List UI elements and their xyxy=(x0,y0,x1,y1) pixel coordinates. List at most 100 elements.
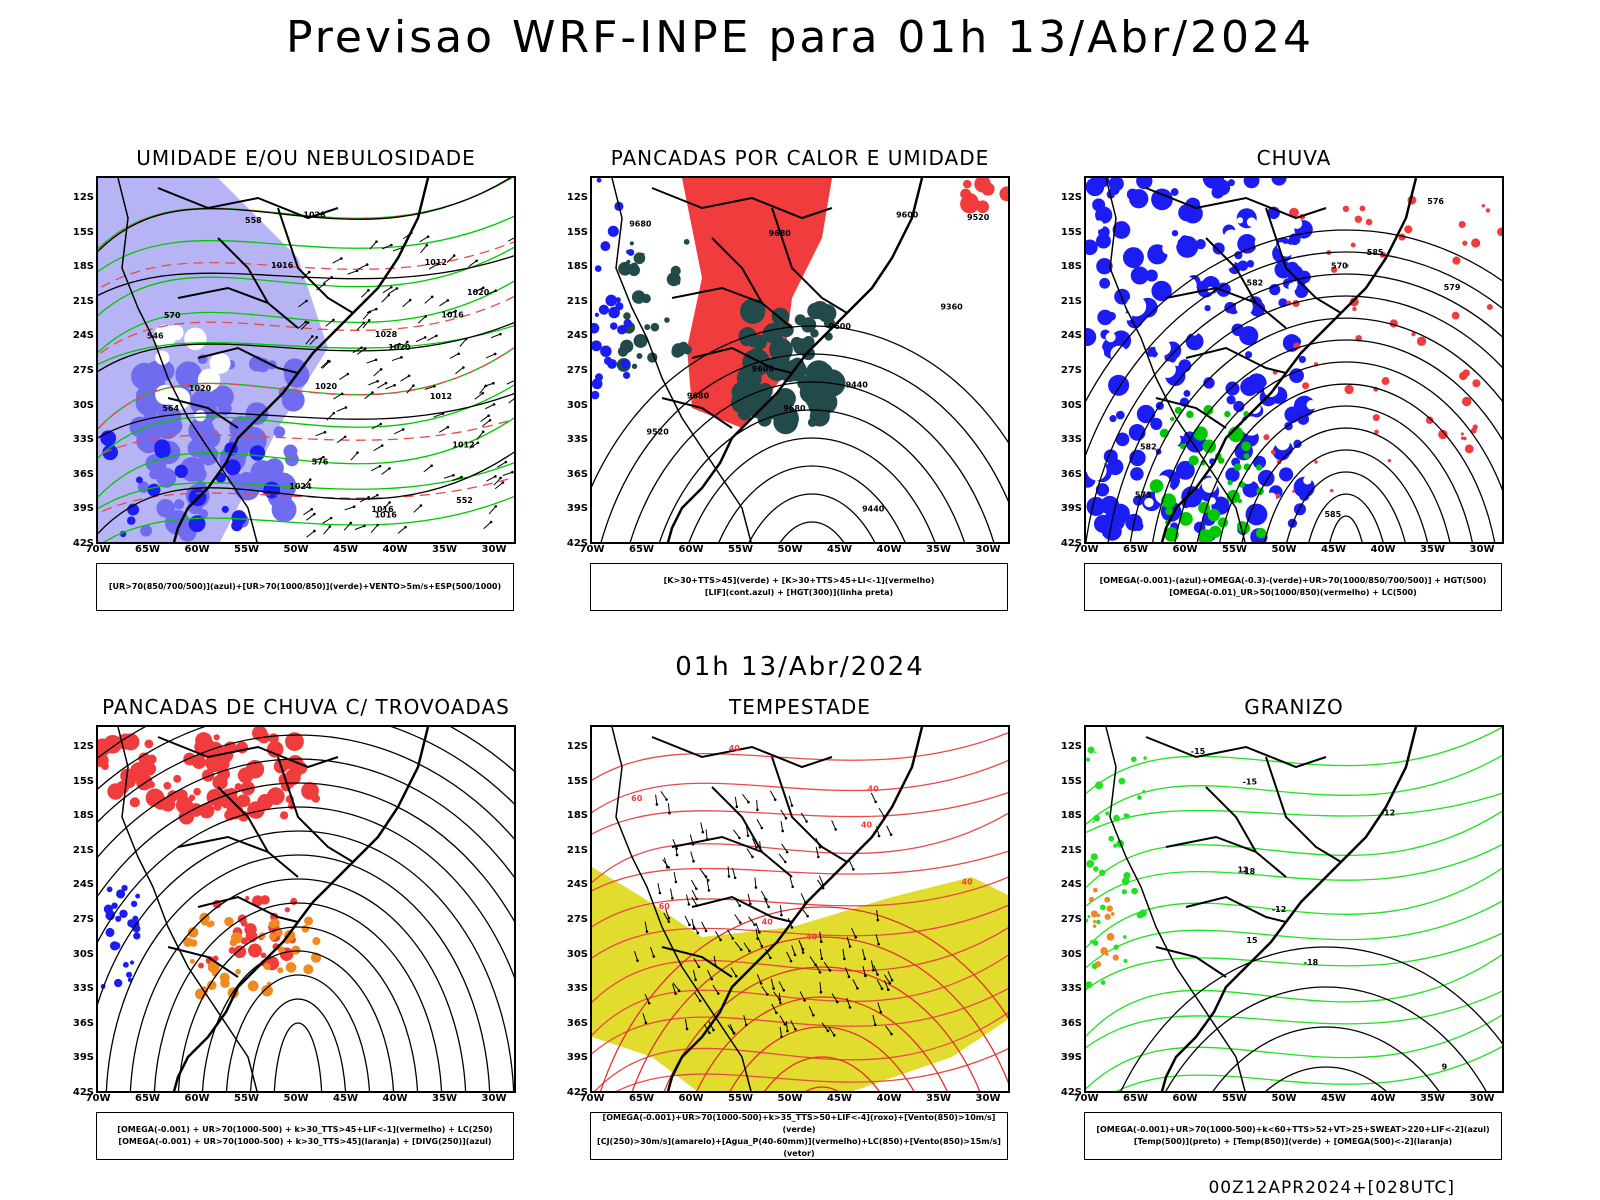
wind-vector-head xyxy=(446,299,450,302)
contour-label: 40 xyxy=(762,917,774,926)
humidity-area-mid xyxy=(145,360,167,383)
lat-tick-label: 12S xyxy=(72,741,94,752)
rain-area-blue xyxy=(1279,467,1294,482)
wind-vector-head xyxy=(636,959,639,962)
wind-vector xyxy=(815,847,819,857)
lon-tick-label: 40W xyxy=(876,544,902,555)
wind-vector xyxy=(352,347,362,354)
wind-vector xyxy=(844,967,850,977)
clear-area xyxy=(1159,220,1173,234)
wind-vector xyxy=(303,479,311,488)
contour-label: 564 xyxy=(162,404,179,413)
streamline-850 xyxy=(729,1026,915,1091)
clear-area xyxy=(1105,332,1116,343)
rain-area-red xyxy=(1486,304,1493,311)
wind-vector xyxy=(459,338,467,347)
rain-area-blue xyxy=(1122,247,1144,269)
wind-vector xyxy=(734,941,742,950)
streamline-250 xyxy=(153,902,443,1091)
clear-area xyxy=(1094,220,1104,230)
clear-area xyxy=(1267,492,1277,502)
temp850-contour xyxy=(1086,843,1502,908)
map-pancadas-calor[interactable]: 9680 9680 9680 9600 9680 9600 9520 9520 9440 9440… xyxy=(590,176,1010,544)
wind-vector-head xyxy=(765,898,768,901)
wind-vector-head xyxy=(698,999,702,1003)
clear-area xyxy=(1225,341,1238,354)
wind-vector xyxy=(733,829,740,839)
lifted-index-area xyxy=(605,294,618,307)
wind-vector-head xyxy=(332,318,335,322)
storm-area-red xyxy=(98,738,112,757)
wind-vector-head xyxy=(313,529,316,533)
state-border xyxy=(177,286,299,329)
lon-tick-label: 45W xyxy=(827,544,852,555)
map-granizo[interactable]: -12 -12 -15 -15 -18 -18 12 15 9 xyxy=(1084,725,1504,1093)
storm-area-orange xyxy=(278,946,286,954)
lat-tick-label: 30S xyxy=(72,399,94,411)
height-contour-300 xyxy=(718,465,906,542)
rain-area-green xyxy=(1165,507,1173,516)
lon-tick-label: 65W xyxy=(1123,544,1148,555)
rain-area-red xyxy=(1460,436,1465,440)
temp850-detail xyxy=(1124,813,1130,819)
precip-water-contour xyxy=(592,876,1008,928)
clear-area xyxy=(1223,229,1239,245)
lat-tick-label: 24S xyxy=(1060,330,1082,342)
wind-vector-head xyxy=(704,875,708,878)
wind-vector-head xyxy=(423,336,427,339)
rain-area-red xyxy=(1387,459,1392,463)
lon-tick-label: 50W xyxy=(777,1093,803,1104)
map-chuva[interactable]: 585 582 579 576 573 570 585 582 xyxy=(1084,176,1504,544)
wind-vector-head xyxy=(691,842,695,846)
wind-vector-head xyxy=(390,243,393,247)
height-contour-500 xyxy=(1152,339,1502,542)
storm-area-red xyxy=(212,955,219,962)
lifted-index-area xyxy=(620,359,631,369)
wind-vector-head xyxy=(404,525,407,529)
wind-vector xyxy=(474,287,484,293)
lat-axis: 12S 15S 18S 21S 24S 27S 30S 33S 36S 39S 42S xyxy=(552,725,588,1098)
streamline-250 xyxy=(98,758,514,879)
wind-vector xyxy=(385,384,395,390)
wind-vector xyxy=(691,896,698,906)
map-tempestade[interactable]: 40 40 40 40 40 60 60 40 xyxy=(590,725,1010,1093)
coastline xyxy=(1160,178,1418,542)
rain-area-red xyxy=(1460,432,1464,436)
wind-vector xyxy=(694,992,701,1002)
rain-area-blue xyxy=(1151,280,1172,302)
lat-tick-label: 36S xyxy=(72,1017,94,1029)
instability-area-teal xyxy=(804,383,832,411)
wind-vector-head xyxy=(363,524,366,528)
lon-axis: 70W 65W 60W 55W 50W 45W 40W 35W 30W xyxy=(86,1093,516,1107)
wind-vector-head xyxy=(695,897,699,901)
divergence-area-blue xyxy=(129,960,135,965)
storm-area-red xyxy=(285,732,304,751)
lat-axis: 12S 15S 18S 21S 24S 27S 30S 33S 36S 39S 42S xyxy=(1046,725,1082,1098)
contour-label: 1028 xyxy=(375,330,398,339)
lat-tick-label: 24S xyxy=(72,330,94,342)
wind-vector-head xyxy=(499,476,502,480)
contour-label: 40 xyxy=(806,932,818,941)
wind-vector-head xyxy=(481,430,485,434)
clear-area xyxy=(1089,432,1108,452)
wind-vector xyxy=(808,1005,814,1016)
temp850-detail xyxy=(1131,887,1138,895)
lon-tick-label: 40W xyxy=(382,1093,408,1104)
map-umidade[interactable]: 1012 1012 1012 1016 1016 1016 1020 1020 1020 1024… xyxy=(96,176,516,544)
wind-vector-head xyxy=(343,435,347,439)
rain-area-blue xyxy=(1245,503,1268,526)
state-border xyxy=(1265,207,1342,314)
lat-axis: 12S 15S 18S 21S 24S 27S 30S 33S 36S 39S 42S xyxy=(58,176,94,549)
instability-area-teal xyxy=(629,241,634,246)
state-border xyxy=(157,187,339,220)
lat-axis: 12S 15S 18S 21S 24S 27S 30S 33S 36S 39S 42S xyxy=(552,176,588,549)
wind-vector xyxy=(876,979,883,989)
lon-tick-label: 40W xyxy=(876,1093,902,1104)
wind-vector xyxy=(743,942,750,952)
wind-vector xyxy=(712,984,719,994)
omega-area-orange xyxy=(1104,913,1111,920)
lat-tick-label: 30S xyxy=(566,399,588,411)
map-pancadas-trovoadas[interactable] xyxy=(96,725,516,1093)
temp850-detail xyxy=(1090,853,1098,861)
humidity-area-mid xyxy=(281,388,305,412)
